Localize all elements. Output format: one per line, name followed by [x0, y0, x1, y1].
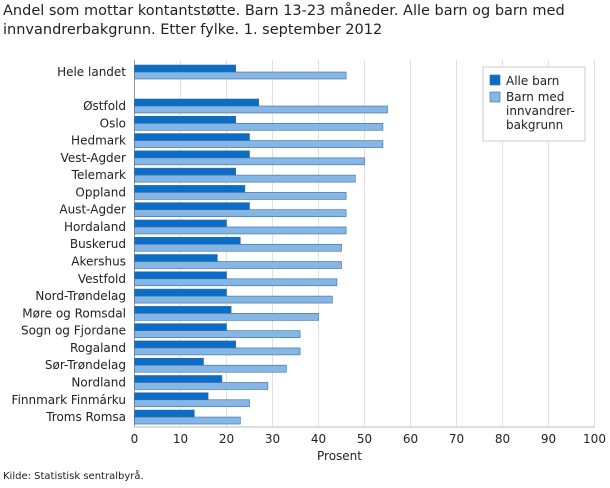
bar-alle-barn	[134, 409, 195, 418]
category-label: Møre og Romsdal	[22, 306, 126, 320]
bar-alle-barn	[134, 185, 246, 193]
category-label: Østfold	[83, 99, 126, 113]
category-label: Vestfold	[78, 272, 126, 286]
legend-label-alle-barn: Alle barn	[506, 74, 559, 88]
bar-alle-barn	[134, 133, 250, 141]
bar-innvandrer	[134, 157, 365, 166]
x-tick-label: 90	[541, 432, 556, 446]
category-label: Hele landet	[57, 65, 126, 79]
bar-innvandrer	[134, 105, 388, 114]
legend-swatch-alle-barn	[489, 74, 501, 86]
bar-alle-barn	[134, 271, 227, 280]
bar-innvandrer	[134, 243, 342, 252]
x-tick-label: 30	[265, 432, 280, 446]
bar-innvandrer	[134, 261, 342, 269]
source-note: Kilde: Statistisk sentralbyrå.	[3, 471, 144, 482]
bar-innvandrer	[134, 416, 241, 425]
x-tick-label: 40	[311, 432, 326, 446]
x-tick-label: 60	[403, 432, 418, 446]
x-tick-label: 10	[173, 432, 188, 446]
bar-alle-barn	[134, 375, 223, 383]
bar-alle-barn	[134, 288, 227, 297]
category-label: Finnmark Finmárku	[12, 393, 126, 407]
bar-innvandrer	[134, 71, 347, 80]
bar-innvandrer	[134, 140, 384, 148]
category-label: Oslo	[100, 116, 126, 130]
bar-innvandrer	[134, 122, 384, 131]
category-label: Nordland	[71, 375, 126, 389]
category-label: Telemark	[71, 168, 126, 182]
bar-alle-barn	[134, 115, 236, 124]
category-label: Nord-Trøndelag	[35, 289, 126, 303]
bar-innvandrer	[134, 192, 347, 200]
bar-innvandrer	[134, 295, 333, 304]
legend-label-innvandrer: Barn med innvandrer-bakgrunn	[506, 90, 575, 132]
x-tick-label: 20	[219, 432, 234, 446]
bar-innvandrer	[134, 226, 347, 235]
legend-swatch-innvandrer	[489, 91, 501, 103]
bar-alle-barn	[134, 306, 232, 314]
bar-innvandrer	[134, 209, 347, 217]
x-tick-label: 70	[449, 432, 464, 446]
category-label: Hordaland	[64, 220, 126, 234]
category-label: Sør-Trøndelag	[45, 358, 126, 372]
x-tick-label: 0	[131, 432, 139, 446]
bar-alle-barn	[134, 219, 227, 228]
bar-alle-barn	[134, 236, 241, 245]
category-label: Akershus	[71, 255, 126, 269]
bar-alle-barn	[134, 64, 236, 73]
chart-title: Andel som mottar kontantstøtte. Barn 13-…	[3, 3, 565, 38]
bar-alle-barn	[134, 392, 209, 401]
bar-innvandrer	[134, 364, 287, 373]
x-axis-label: Prosent	[317, 449, 362, 463]
bar-alle-barn	[134, 98, 259, 107]
bar-innvandrer	[134, 399, 250, 408]
bar-innvandrer	[134, 174, 356, 183]
category-label: Vest-Agder	[61, 151, 127, 165]
bar-innvandrer	[134, 313, 319, 321]
bar-innvandrer	[134, 347, 301, 356]
category-label: Troms Romsa	[45, 410, 126, 424]
bar-alle-barn	[134, 340, 236, 349]
bar-alle-barn	[134, 167, 236, 176]
bar-alle-barn	[134, 357, 204, 366]
bar-alle-barn	[134, 323, 227, 331]
category-label: Oppland	[75, 185, 126, 199]
x-tick-label: 50	[357, 432, 372, 446]
bar-innvandrer	[134, 330, 301, 338]
bar-innvandrer	[134, 278, 338, 287]
bar-alle-barn	[134, 150, 250, 159]
bar-innvandrer	[134, 382, 269, 390]
category-label: Hedmark	[71, 134, 126, 148]
x-tick-label: 80	[495, 432, 510, 446]
category-label: Aust-Agder	[59, 203, 126, 217]
category-label: Buskerud	[70, 237, 126, 251]
category-label: Sogn og Fjordane	[21, 324, 126, 338]
bar-alle-barn	[134, 202, 250, 210]
category-label: Rogaland	[70, 341, 126, 355]
bar-alle-barn	[134, 254, 218, 262]
x-tick-label: 100	[583, 432, 606, 446]
